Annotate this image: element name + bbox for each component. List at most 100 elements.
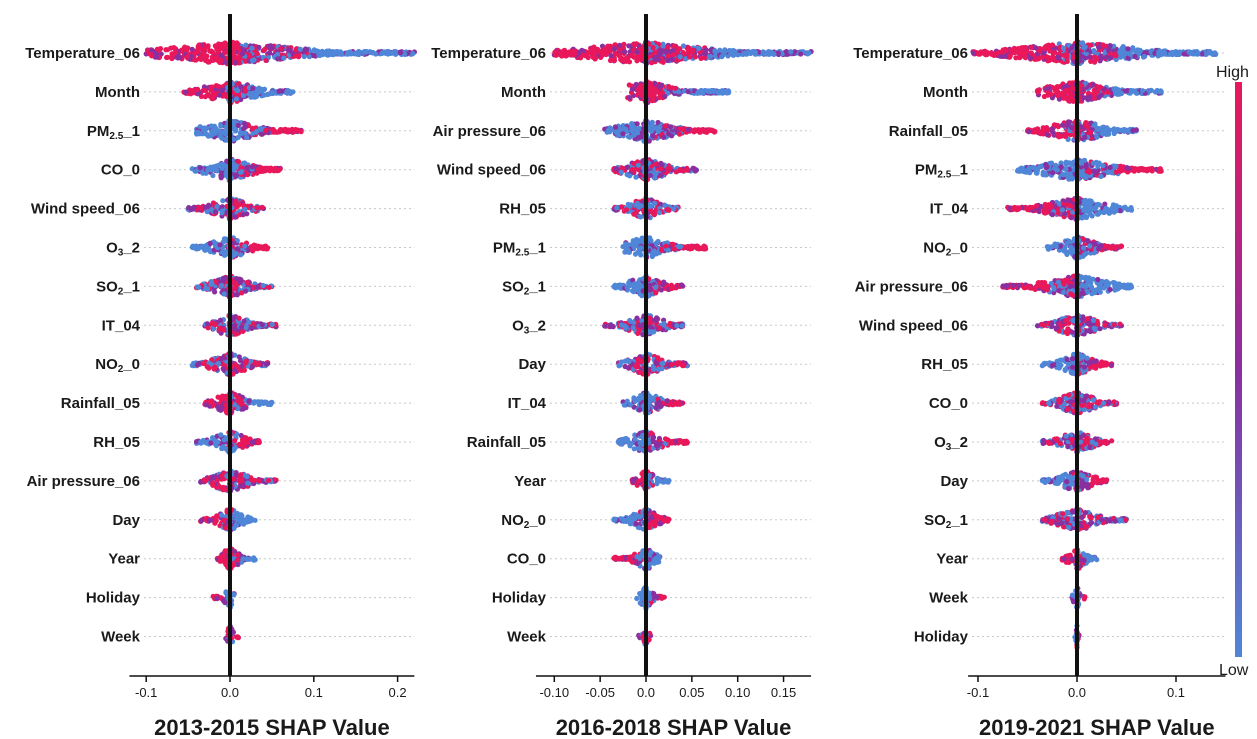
shap-point	[670, 52, 677, 58]
shap-point	[279, 88, 285, 94]
shap-point	[633, 364, 639, 370]
feature-label: Week	[101, 629, 141, 646]
shap-point	[233, 55, 239, 61]
shap-point	[702, 51, 708, 57]
shap-point	[259, 204, 265, 210]
shap-point	[607, 57, 614, 64]
shap-point	[397, 50, 404, 56]
shap-point	[256, 478, 262, 484]
shap-point	[238, 169, 245, 175]
shap-point	[565, 50, 571, 56]
shap-point	[261, 47, 267, 53]
shap-point	[668, 124, 674, 130]
feature-label: Wind speed_06	[437, 162, 546, 179]
beeswarm-row	[611, 157, 700, 183]
feature-label: Month	[95, 84, 140, 101]
shap-point	[676, 89, 682, 95]
shap-point	[244, 473, 250, 480]
feature-label: Holiday	[86, 590, 141, 607]
shap-point	[267, 50, 273, 56]
shap-point	[626, 359, 632, 365]
shap-point	[626, 82, 632, 88]
shap-point	[265, 477, 272, 483]
shap-point	[216, 162, 222, 168]
feature-label: SO2_1	[96, 278, 140, 297]
shap-point	[222, 238, 228, 244]
shap-point	[637, 56, 643, 62]
shap-point	[690, 48, 696, 54]
shap-point	[696, 45, 702, 52]
shap-point	[198, 93, 204, 99]
shap-point	[207, 240, 213, 246]
shap-point	[233, 59, 239, 66]
shap-point	[240, 440, 246, 446]
shap-point	[767, 50, 773, 57]
shap-point	[220, 366, 226, 372]
shap-point	[219, 87, 225, 94]
shap-point	[242, 206, 248, 212]
shap-point	[242, 160, 248, 166]
shap-point	[286, 89, 292, 95]
shap-point	[657, 166, 664, 172]
shap-point	[197, 42, 203, 49]
shap-point	[242, 243, 248, 249]
shap-point	[685, 89, 691, 95]
shap-point	[176, 55, 183, 61]
shap-point	[638, 245, 644, 251]
shap-point	[217, 133, 223, 139]
shap-point	[197, 205, 203, 211]
shap-point	[669, 133, 675, 139]
shap-point	[219, 473, 225, 479]
shap-point	[251, 399, 258, 405]
shap-point	[674, 48, 681, 55]
shap-point	[223, 589, 229, 595]
shap-point	[249, 45, 255, 51]
shap-point	[172, 49, 179, 55]
shap-point	[275, 56, 281, 62]
shap-point	[660, 59, 666, 65]
shap-point	[259, 322, 265, 328]
shap-point	[281, 127, 287, 133]
shap-point	[274, 168, 280, 174]
feature-label: Rainfall_05	[61, 395, 140, 412]
shap-point	[214, 57, 220, 63]
shap-point	[221, 327, 227, 333]
shap-point	[727, 47, 733, 54]
shap-point	[233, 96, 240, 102]
shap-point	[633, 174, 639, 180]
shap-point	[712, 48, 718, 54]
shap-point	[306, 54, 312, 60]
shap-point	[219, 512, 225, 518]
shap-point	[613, 166, 619, 172]
feature-label: O3_2	[106, 240, 140, 259]
shap-point	[218, 407, 224, 413]
shap-point	[619, 58, 625, 64]
shap-point	[670, 241, 676, 247]
shap-point	[385, 49, 391, 55]
shap-point	[663, 48, 670, 54]
shap-point	[219, 208, 226, 214]
shap-point	[634, 315, 640, 321]
shap-point	[752, 49, 759, 56]
shap-point	[196, 360, 202, 366]
shap-point	[222, 487, 228, 493]
shap-point	[256, 44, 262, 50]
shap-point	[188, 91, 194, 97]
shap-point	[695, 127, 701, 133]
shap-point	[675, 360, 681, 366]
shap-point	[632, 42, 638, 48]
feature-label: O3_2	[512, 317, 546, 336]
x-tick-label: 0.1	[305, 685, 323, 700]
beeswarm-row	[611, 273, 686, 300]
shap-point	[724, 90, 730, 96]
shap-point	[249, 58, 256, 64]
shap-point	[183, 89, 189, 95]
shap-point	[651, 250, 657, 256]
shap-point	[210, 474, 216, 480]
shap-point	[232, 438, 238, 444]
shap-point	[631, 239, 637, 245]
shap-point	[719, 54, 725, 60]
shap-point	[204, 286, 211, 292]
